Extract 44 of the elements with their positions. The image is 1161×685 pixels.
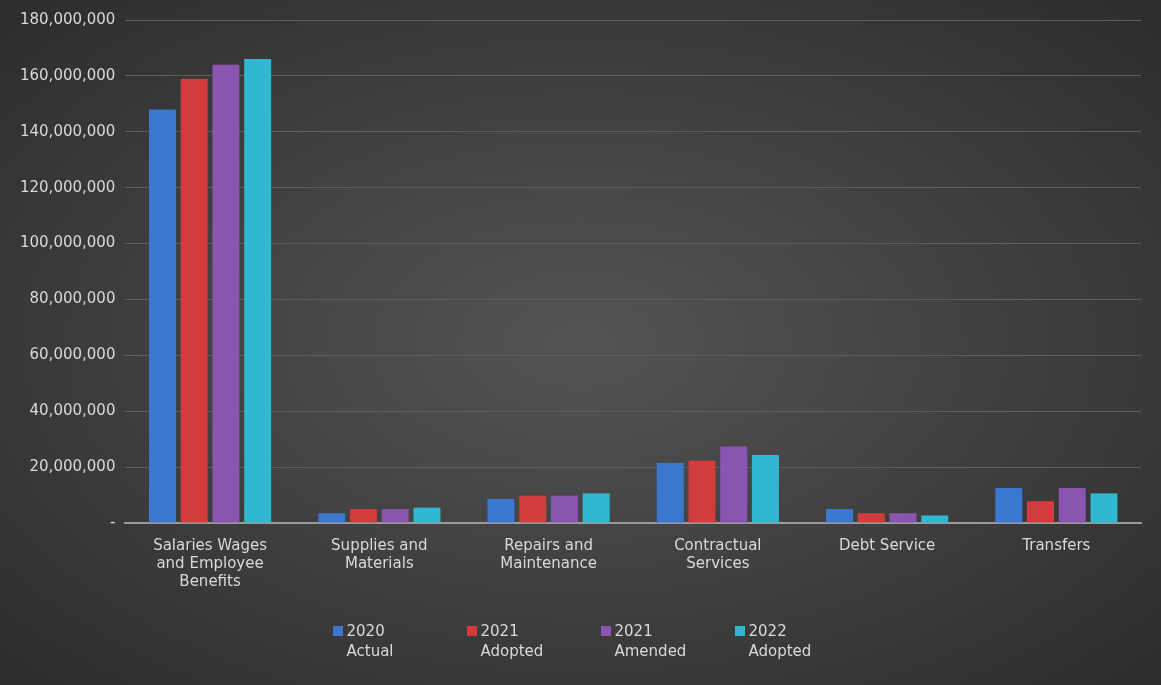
bar <box>413 507 441 523</box>
y-tick-label: 180,000,000 <box>19 9 116 28</box>
y-tick-label: 20,000,000 <box>29 457 116 475</box>
y-tick-label: 80,000,000 <box>29 289 116 308</box>
y-tick-label: 160,000,000 <box>19 65 116 84</box>
y-tick-label: 140,000,000 <box>19 121 116 140</box>
bar <box>857 513 885 523</box>
x-tick-label: Contractual Services <box>674 535 762 572</box>
bar <box>921 515 949 523</box>
bar <box>826 509 853 523</box>
bar <box>751 455 779 523</box>
legend-label: 2020 Actual <box>346 621 395 661</box>
x-tick-label: Repairs and Maintenance <box>500 535 597 572</box>
bar <box>212 64 240 523</box>
bar <box>582 493 610 523</box>
bar <box>349 509 377 523</box>
bar <box>180 78 208 523</box>
bar <box>995 488 1023 523</box>
bar <box>720 446 748 523</box>
bar <box>487 498 515 523</box>
legend-label: 2022 Adopted <box>748 621 813 661</box>
x-tick-label: Debt Service <box>838 535 936 554</box>
y-tick-label: 100,000,000 <box>19 233 116 252</box>
x-tick-label: Salaries Wages and Employee Benefits <box>153 535 268 590</box>
bar <box>1058 488 1086 523</box>
bar <box>889 513 917 523</box>
legend-label: 2021 Amended <box>614 621 688 661</box>
bar <box>1027 501 1054 523</box>
x-tick-label: Transfers <box>1021 535 1091 554</box>
bar <box>381 509 409 523</box>
y-tick-label: - <box>110 512 116 531</box>
bar <box>318 513 346 523</box>
bar <box>688 460 716 523</box>
bar <box>550 495 578 523</box>
bar <box>519 495 547 523</box>
y-tick-label: 120,000,000 <box>19 177 116 196</box>
y-tick-label: 40,000,000 <box>29 401 116 420</box>
legend-label: 2021 Adopted <box>480 621 545 661</box>
bar <box>1090 493 1118 523</box>
bar <box>244 59 272 523</box>
x-tick-label: Supplies and Materials <box>331 535 428 572</box>
y-tick-label: 60,000,000 <box>29 345 116 364</box>
bar <box>148 109 176 523</box>
bar <box>656 462 684 523</box>
